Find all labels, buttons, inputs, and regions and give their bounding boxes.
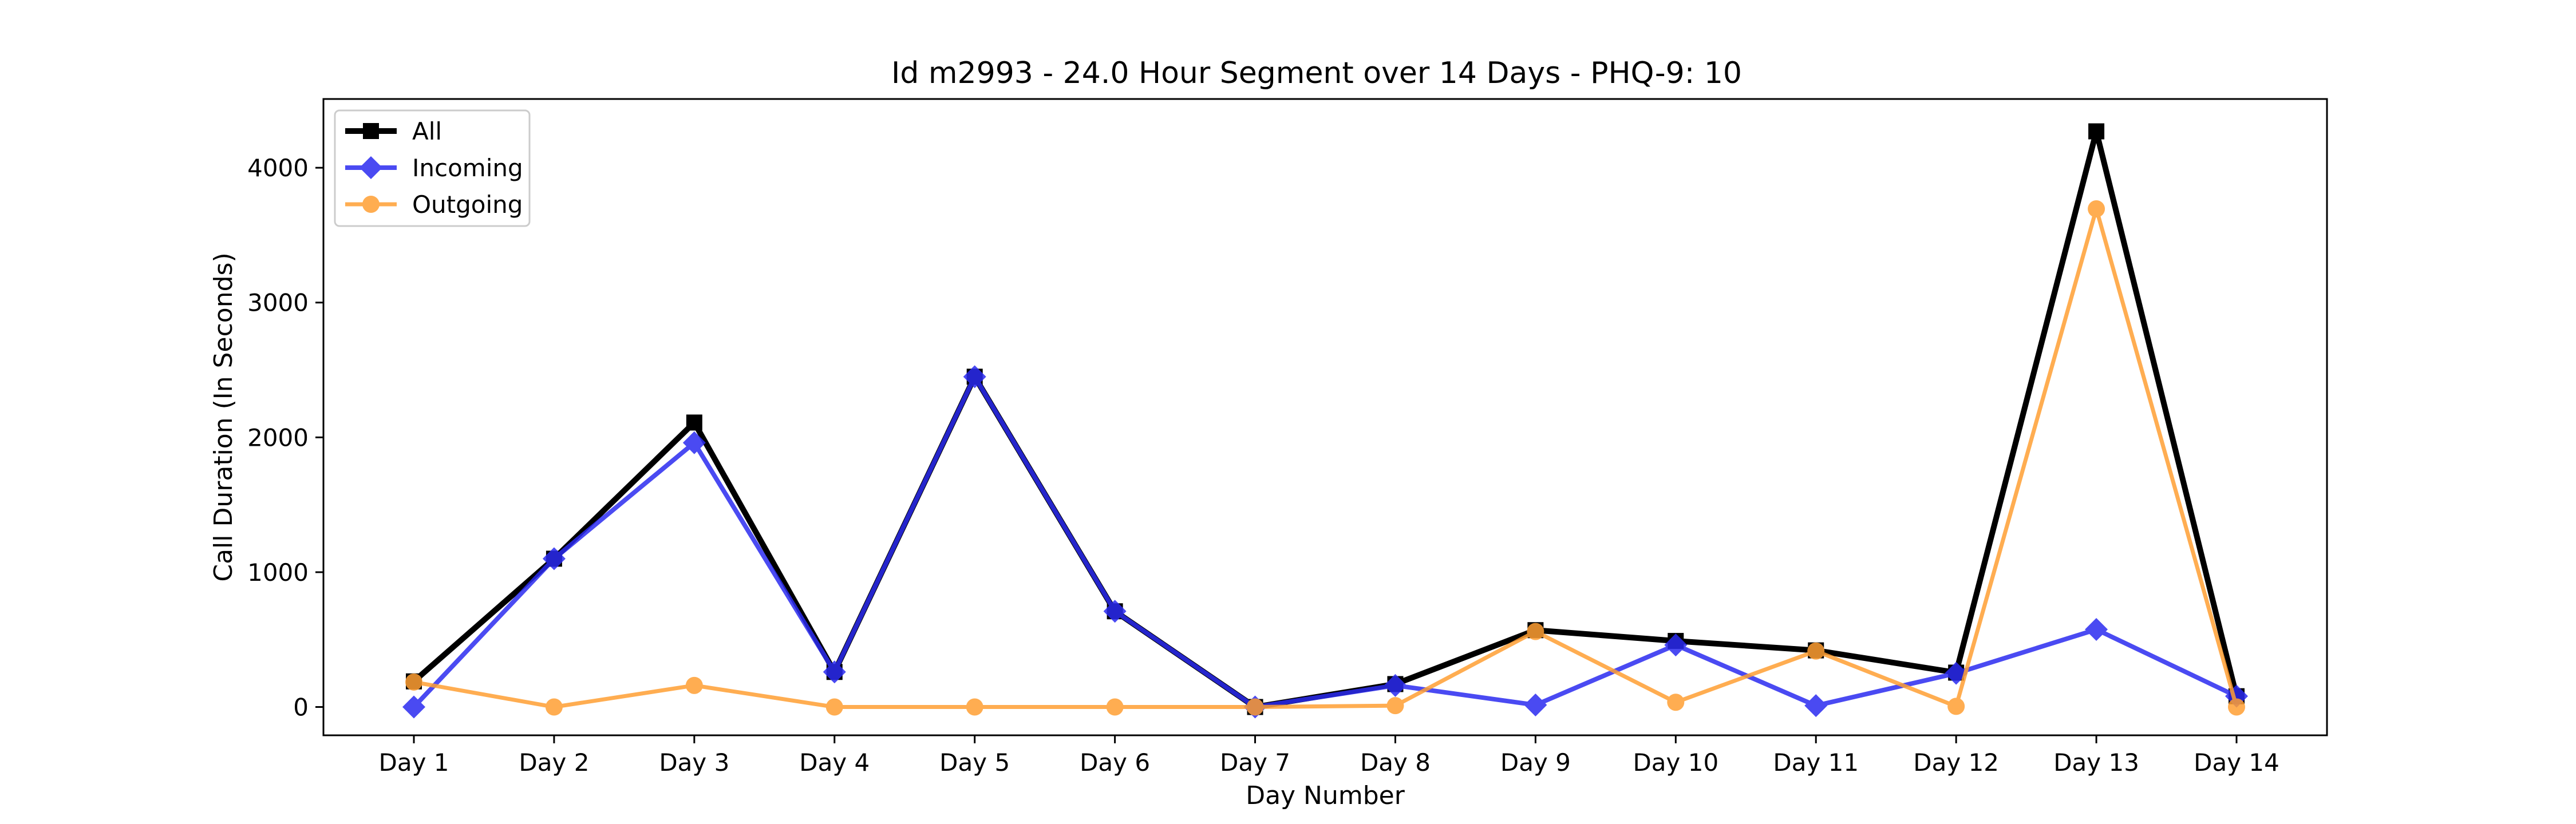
x-tick-label: Day 3 — [659, 748, 729, 777]
legend-entry-all — [345, 123, 397, 139]
data-point-incoming — [823, 660, 846, 684]
data-point-outgoing — [1807, 642, 1825, 660]
legend-box — [334, 109, 531, 227]
data-point-incoming — [1103, 600, 1127, 623]
series-line-incoming — [412, 374, 2239, 710]
y-tick-label: 2000 — [247, 423, 309, 451]
data-point-outgoing — [1386, 697, 1404, 715]
x-tick-label: Day 8 — [1360, 748, 1431, 777]
legend-label: Outgoing — [412, 191, 523, 219]
data-point-outgoing — [1667, 694, 1685, 711]
data-point-outgoing — [545, 698, 563, 716]
data-point-outgoing — [685, 676, 703, 694]
data-point-incoming — [1804, 694, 1828, 718]
series-incoming — [402, 365, 2248, 719]
y-axis: 0 1000 2000 3000 4000 — [247, 154, 323, 722]
chart-title: Id m2993 - 24.0 Hour Segment over 14 Day… — [891, 56, 1742, 90]
y-tick-label: 3000 — [247, 289, 309, 317]
data-point-outgoing — [2228, 698, 2245, 716]
data-point-outgoing — [1527, 623, 1544, 640]
y-tick-label: 1000 — [247, 558, 309, 587]
data-point-incoming — [2085, 618, 2108, 641]
x-tick-label: Day 6 — [1080, 748, 1150, 777]
data-point-incoming — [963, 365, 986, 389]
data-point-incoming — [1524, 693, 1547, 716]
x-tick-label: Day 10 — [1633, 748, 1718, 777]
data-point-outgoing — [825, 698, 843, 716]
legend-marker — [362, 196, 380, 213]
series-outgoing — [405, 200, 2245, 716]
data-point-incoming — [1664, 633, 1688, 657]
series-all — [406, 123, 2245, 715]
x-axis: Day 1 Day 2 Day 3 Day 4 Day 5 Day 6 Day 7 Day 8… — [378, 735, 2279, 777]
legend-entry-outgoing — [345, 196, 397, 213]
data-point-incoming — [402, 695, 425, 719]
legend: All Incoming Outgoing — [334, 109, 531, 227]
data-point-incoming — [1384, 674, 1407, 697]
x-tick-label: Day 13 — [2053, 748, 2139, 777]
data-point-outgoing — [2088, 200, 2105, 218]
x-tick-label: Day 7 — [1220, 748, 1290, 777]
data-point-outgoing — [1106, 698, 1124, 716]
legend-entry-incoming — [345, 156, 397, 179]
x-tick-label: Day 9 — [1500, 748, 1571, 777]
legend-marker — [359, 156, 382, 179]
data-point-all — [2088, 123, 2105, 140]
data-point-outgoing — [1246, 698, 1264, 716]
x-tick-label: Day 2 — [519, 748, 589, 777]
plot-frame — [322, 98, 2328, 736]
data-point-outgoing — [966, 698, 983, 716]
y-tick-label: 0 — [293, 694, 309, 722]
data-point-outgoing — [1947, 698, 1965, 715]
series-line-outgoing — [412, 207, 2239, 710]
data-point-outgoing — [405, 673, 422, 691]
y-tick-label: 4000 — [247, 154, 309, 182]
x-tick-label: Day 14 — [2194, 748, 2279, 777]
series-layer — [402, 123, 2248, 719]
x-tick-label: Day 1 — [378, 748, 449, 777]
x-tick-label: Day 12 — [1913, 748, 1999, 777]
data-point-all — [686, 414, 702, 431]
data-point-incoming — [682, 431, 706, 454]
x-tick-label: Day 4 — [799, 748, 870, 777]
legend-label: All — [412, 117, 442, 145]
x-axis-label: Day Number — [1246, 781, 1405, 810]
x-tick-label: Day 5 — [939, 748, 1010, 777]
data-point-incoming — [542, 547, 566, 571]
legend-marker — [363, 123, 379, 139]
x-tick-label: Day 11 — [1773, 748, 1859, 777]
legend-label: Incoming — [412, 154, 523, 182]
y-axis-label: Call Duration (In Seconds) — [209, 252, 238, 581]
